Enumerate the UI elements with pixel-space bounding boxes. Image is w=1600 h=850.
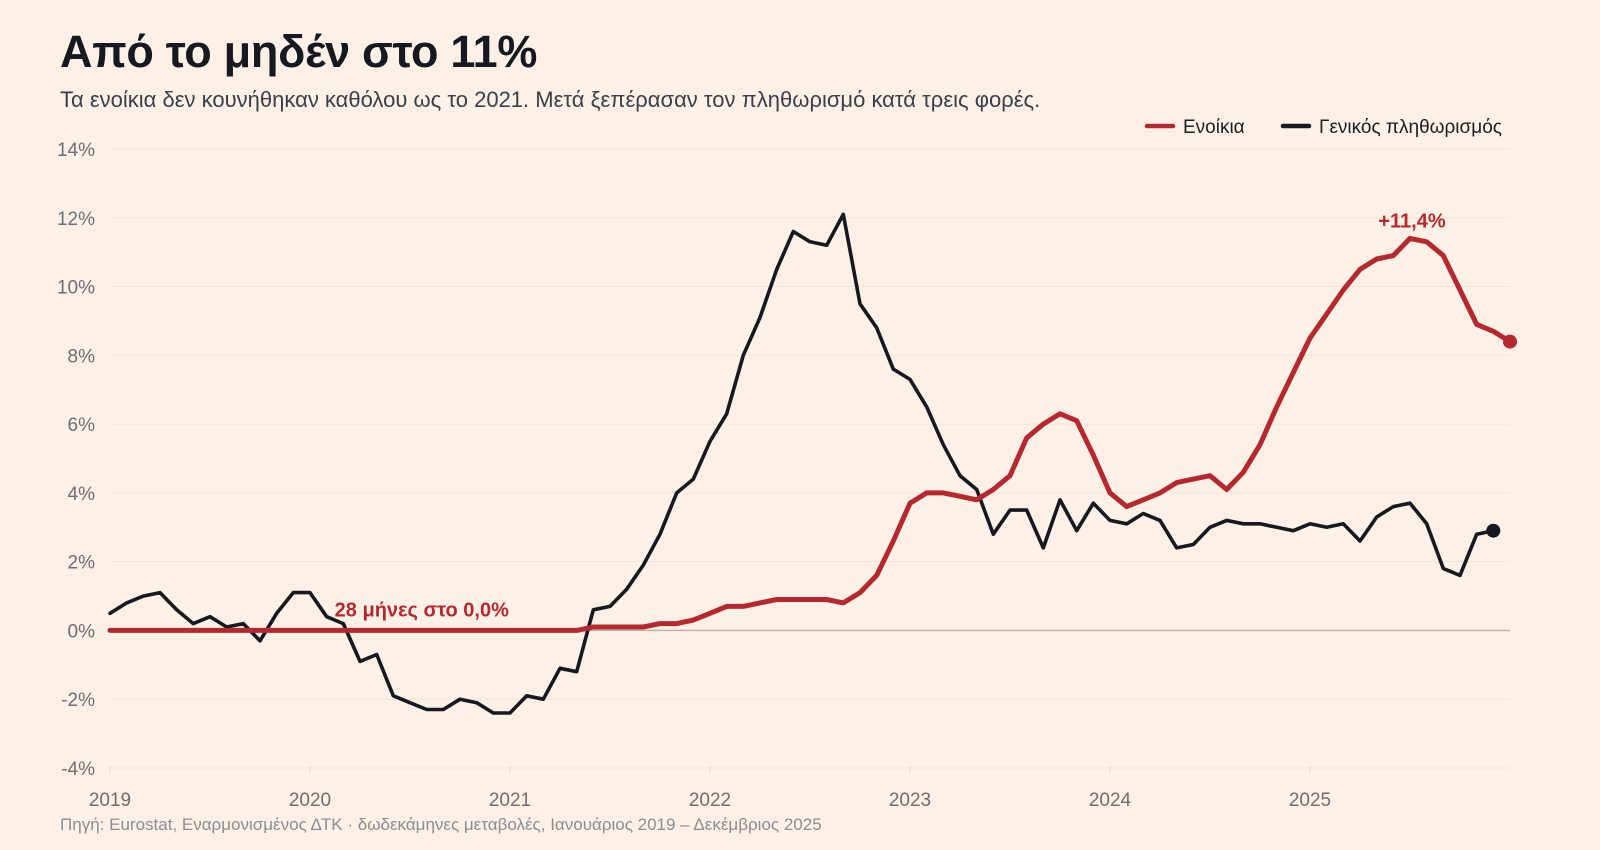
series-line-inflation <box>108 212 1496 715</box>
y-tick-label: 0% <box>68 621 96 642</box>
y-tick-label: 12% <box>57 209 95 230</box>
x-tick-label: 2025 <box>1289 790 1331 811</box>
x-tick-label: 2024 <box>1089 790 1132 811</box>
chart-title: Από το μηδέν στο 11% <box>60 26 538 77</box>
x-tick-label: 2023 <box>889 790 931 811</box>
legend-label-inflation: Γενικός πληθωρισμός <box>1319 117 1502 138</box>
end-point-inflation <box>1486 523 1501 538</box>
chart-subtitle: Τα ενοίκια δεν κουνήθηκαν καθόλου ως το … <box>60 87 1041 112</box>
x-tick-label: 2021 <box>489 790 531 811</box>
series-lines <box>107 212 1517 715</box>
y-tick-label: 10% <box>57 278 95 299</box>
legend-label-rents: Ενοίκια <box>1183 117 1245 138</box>
y-tick-label: -2% <box>61 690 95 711</box>
y-tick-label: 4% <box>68 484 96 505</box>
annotation-flat-rents: 28 μήνες στο 0,0% <box>335 599 509 621</box>
x-tick-label: 2020 <box>289 790 331 811</box>
legend: Ενοίκια Γενικός πληθωρισμός <box>1144 117 1502 138</box>
x-tick-label: 2019 <box>89 790 131 811</box>
x-tick-label: 2022 <box>689 790 731 811</box>
y-tick-label: -4% <box>61 759 95 780</box>
y-tick-label: 8% <box>68 346 96 367</box>
annotation-peak-rents: +11,4% <box>1378 210 1446 232</box>
x-axis-ticks: 2019 2020 2021 2022 2023 2024 2025 <box>89 766 1331 811</box>
y-axis-ticks: 14% 12% 10% 8% 6% 4% 2% 0% -2% -4% <box>57 140 95 780</box>
source-note: Πηγή: Eurostat, Εναρμονισμένος ΔΤΚ · δωδ… <box>60 815 822 834</box>
y-tick-label: 2% <box>68 553 96 574</box>
y-tick-label: 14% <box>57 140 95 161</box>
annotations: 28 μήνες στο 0,0% +11,4% <box>335 210 1446 621</box>
series-line-rents <box>107 235 1513 633</box>
end-point-rents <box>1503 334 1517 349</box>
y-tick-label: 6% <box>68 415 96 436</box>
